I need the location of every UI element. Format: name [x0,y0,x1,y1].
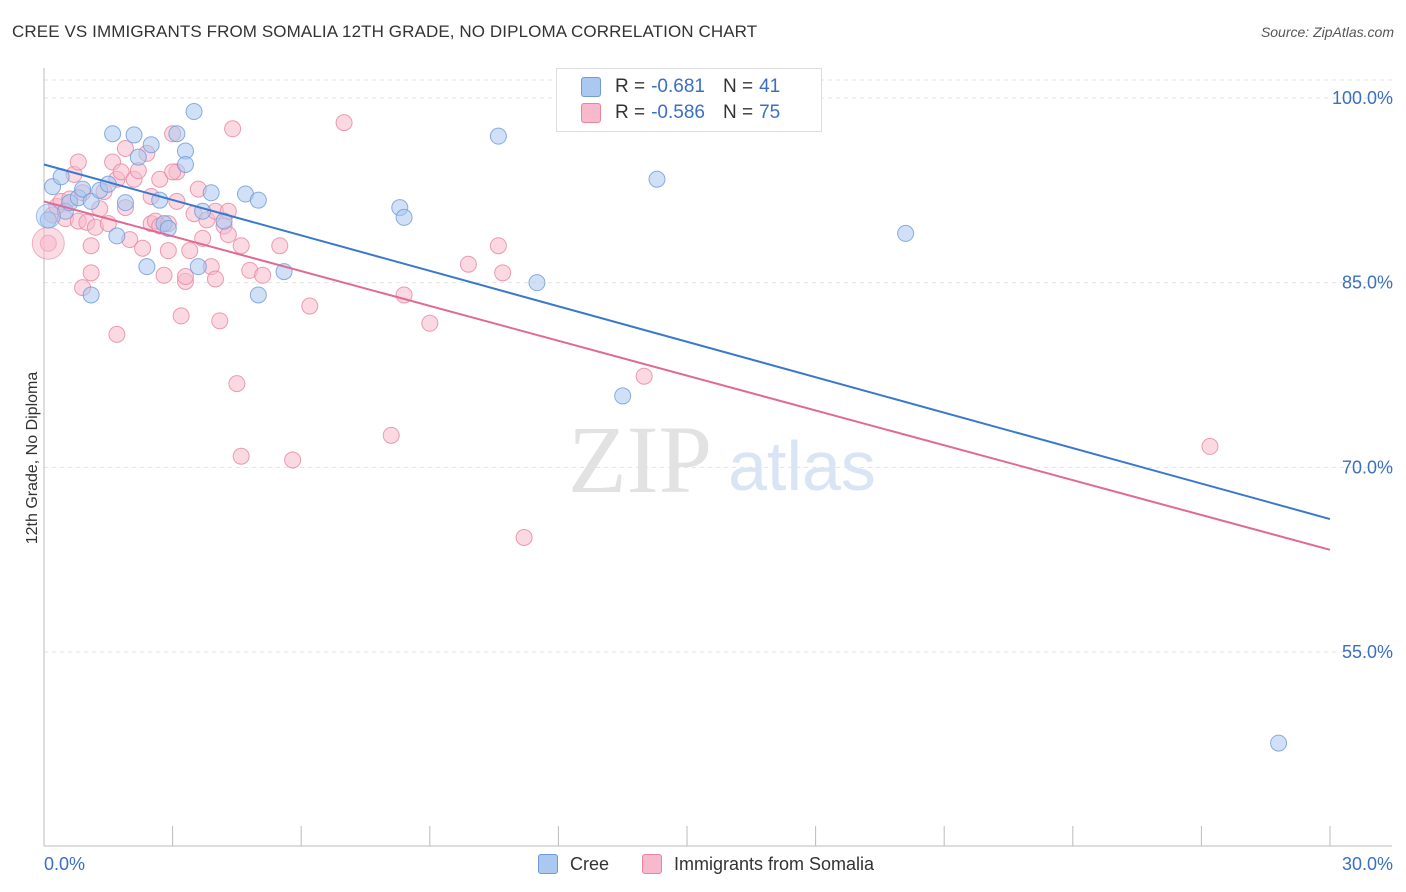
source-label: Source: ZipAtlas.com [1260,24,1394,40]
somalia-point [335,114,353,132]
cree-point [202,184,220,202]
x-tick-label: 30.0% [1342,854,1393,874]
cree-point [125,126,143,144]
somalia-point [382,426,400,444]
somalia-point [515,529,533,547]
somalia-point [151,170,169,188]
cree-legend-label: Cree [570,853,610,874]
trend-lines [43,163,1331,551]
x-tick-label: 0.0% [44,854,85,874]
somalia-point [211,312,229,330]
legend-row-cree: R = -0.681 N = 41 [581,75,780,99]
n-label: N = [722,76,754,97]
cree-point [897,224,915,242]
r-label: R = [615,102,646,123]
y-tick-label: 85.0% [1342,273,1393,293]
cree-point [528,274,546,292]
somalia-point [181,242,199,260]
grid-lines [44,79,1394,653]
cree-point [395,208,413,226]
cree-point [168,125,186,143]
somalia-point [164,163,182,181]
cree-point [249,191,267,209]
n-value-somalia: 75 [759,102,781,123]
somalia-point [112,163,130,181]
somalia-legend-swatch [642,854,662,874]
watermark: ZIP atlas [568,406,876,513]
data-points [31,103,1288,752]
somalia-point [232,447,250,465]
somalia-point [301,297,319,315]
somalia-point [176,268,194,286]
cree-point [189,258,207,276]
y-tick-label: 100.0% [1332,88,1393,108]
cree-point [648,170,666,188]
n-label: N = [722,102,754,123]
somalia-point [134,239,152,257]
somalia-point [635,367,653,385]
cree-point [138,258,156,276]
somalia-point [489,237,507,255]
somalia-point [232,237,250,255]
somalia-point [82,264,100,282]
somalia-point [421,314,439,332]
legend-row-somalia: R = -0.586 N = 75 [581,101,780,125]
tick-labels: 100.0% 85.0% 70.0% 55.0% 0.0% 30.0% [44,88,1393,874]
cree-point [74,180,92,198]
chart-title: CREE VS IMMIGRANTS FROM SOMALIA 12TH GRA… [12,22,758,41]
cree-swatch [581,77,601,97]
cree-point [116,194,134,212]
r-label: R = [615,76,646,97]
cree-point [489,127,507,145]
correlation-legend: R = -0.681 N = 41 R = -0.586 N = 75 [556,68,822,132]
y-tick-label: 55.0% [1342,642,1393,662]
cree-point [185,103,203,121]
cree-point [249,286,267,304]
cree-legend-swatch [538,854,558,874]
r-value-cree: -0.681 [651,76,705,97]
y-tick-label: 70.0% [1342,457,1393,477]
watermark-zip: ZIP [568,406,712,513]
cree-point [129,148,147,166]
somalia-point [82,237,100,255]
cree-point [104,125,122,143]
somalia-legend-label: Immigrants from Somalia [674,853,875,874]
cree-point-cluster [35,203,61,229]
somalia-point [108,325,126,343]
y-axis-title: 12th Grade, No Diploma [24,372,41,545]
somalia-point [494,264,512,282]
somalia-point [159,242,177,260]
somalia-point [155,266,173,284]
cree-point [176,155,194,173]
somalia-point-cluster [31,226,65,260]
somalia-point [395,286,413,304]
somalia-point [1201,437,1219,455]
somalia-point [69,153,87,171]
bottom-legend-somalia: Immigrants from Somalia [642,852,874,876]
somalia-trend-line [43,200,1331,551]
somalia-point [116,139,134,157]
cree-point [108,227,126,245]
somalia-swatch [581,103,601,123]
cree-point [1270,734,1288,752]
somalia-point [271,237,289,255]
cree-point [159,219,177,237]
somalia-point [206,270,224,288]
r-value-somalia: -0.586 [651,102,705,123]
bottom-legend-cree: Cree [538,852,609,876]
somalia-point [284,451,302,469]
somalia-point [254,266,272,284]
cree-point [142,136,160,154]
somalia-point [228,375,246,393]
somalia-point [172,307,190,325]
cree-trend-line [43,163,1331,521]
axes [43,68,1392,847]
watermark-atlas: atlas [728,427,876,505]
somalia-point [224,120,242,138]
cree-point [614,387,632,405]
n-value-cree: 41 [759,76,781,97]
cree-point [82,286,100,304]
somalia-point [459,255,477,273]
